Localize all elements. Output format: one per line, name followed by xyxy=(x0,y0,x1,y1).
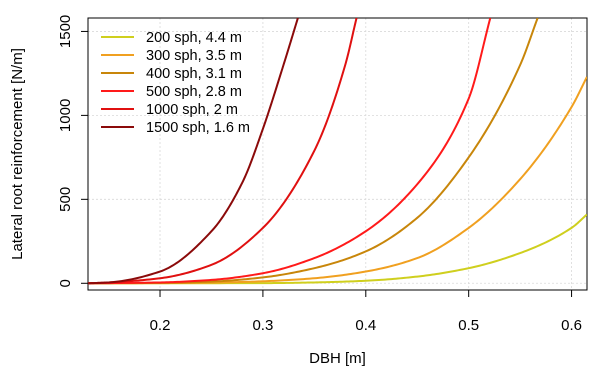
legend-label-1: 200 sph, 4.4 m xyxy=(146,30,242,46)
y-tick-label: 1500 xyxy=(57,15,74,48)
series-line-6 xyxy=(88,18,299,285)
x-axis-title: DBH [m] xyxy=(309,350,366,367)
series-line-1 xyxy=(88,213,587,285)
x-tick-label: 0.3 xyxy=(252,317,273,334)
y-axis-title: Lateral root reinforcement [N/m] xyxy=(9,48,26,260)
x-tick-label: 0.2 xyxy=(150,317,171,334)
y-tick-label: 500 xyxy=(57,187,74,212)
legend-label-3: 400 sph, 3.1 m xyxy=(146,66,242,82)
series-line-4 xyxy=(88,18,492,285)
legend-label-4: 500 sph, 2.8 m xyxy=(146,84,242,100)
y-axis: 0 500 1000 1500 xyxy=(57,15,88,287)
legend: 200 sph, 4.4 m 300 sph, 3.5 m 400 sph, 3.1… xyxy=(101,30,250,136)
legend-label-5: 1000 sph, 2 m xyxy=(146,102,238,118)
x-tick-label: 0.4 xyxy=(355,317,376,334)
x-tick-label: 0.5 xyxy=(458,317,479,334)
x-axis: 0.2 0.3 0.4 0.5 0.6 xyxy=(150,290,582,334)
legend-label-2: 300 sph, 3.5 m xyxy=(146,48,242,64)
series-layer xyxy=(88,18,587,285)
grid xyxy=(88,18,587,290)
legend-label-6: 1500 sph, 1.6 m xyxy=(146,120,250,136)
x-tick-label: 0.6 xyxy=(561,317,582,334)
plot-frame xyxy=(87,17,588,291)
y-tick-label: 0 xyxy=(57,279,74,287)
y-tick-label: 1000 xyxy=(57,99,74,132)
